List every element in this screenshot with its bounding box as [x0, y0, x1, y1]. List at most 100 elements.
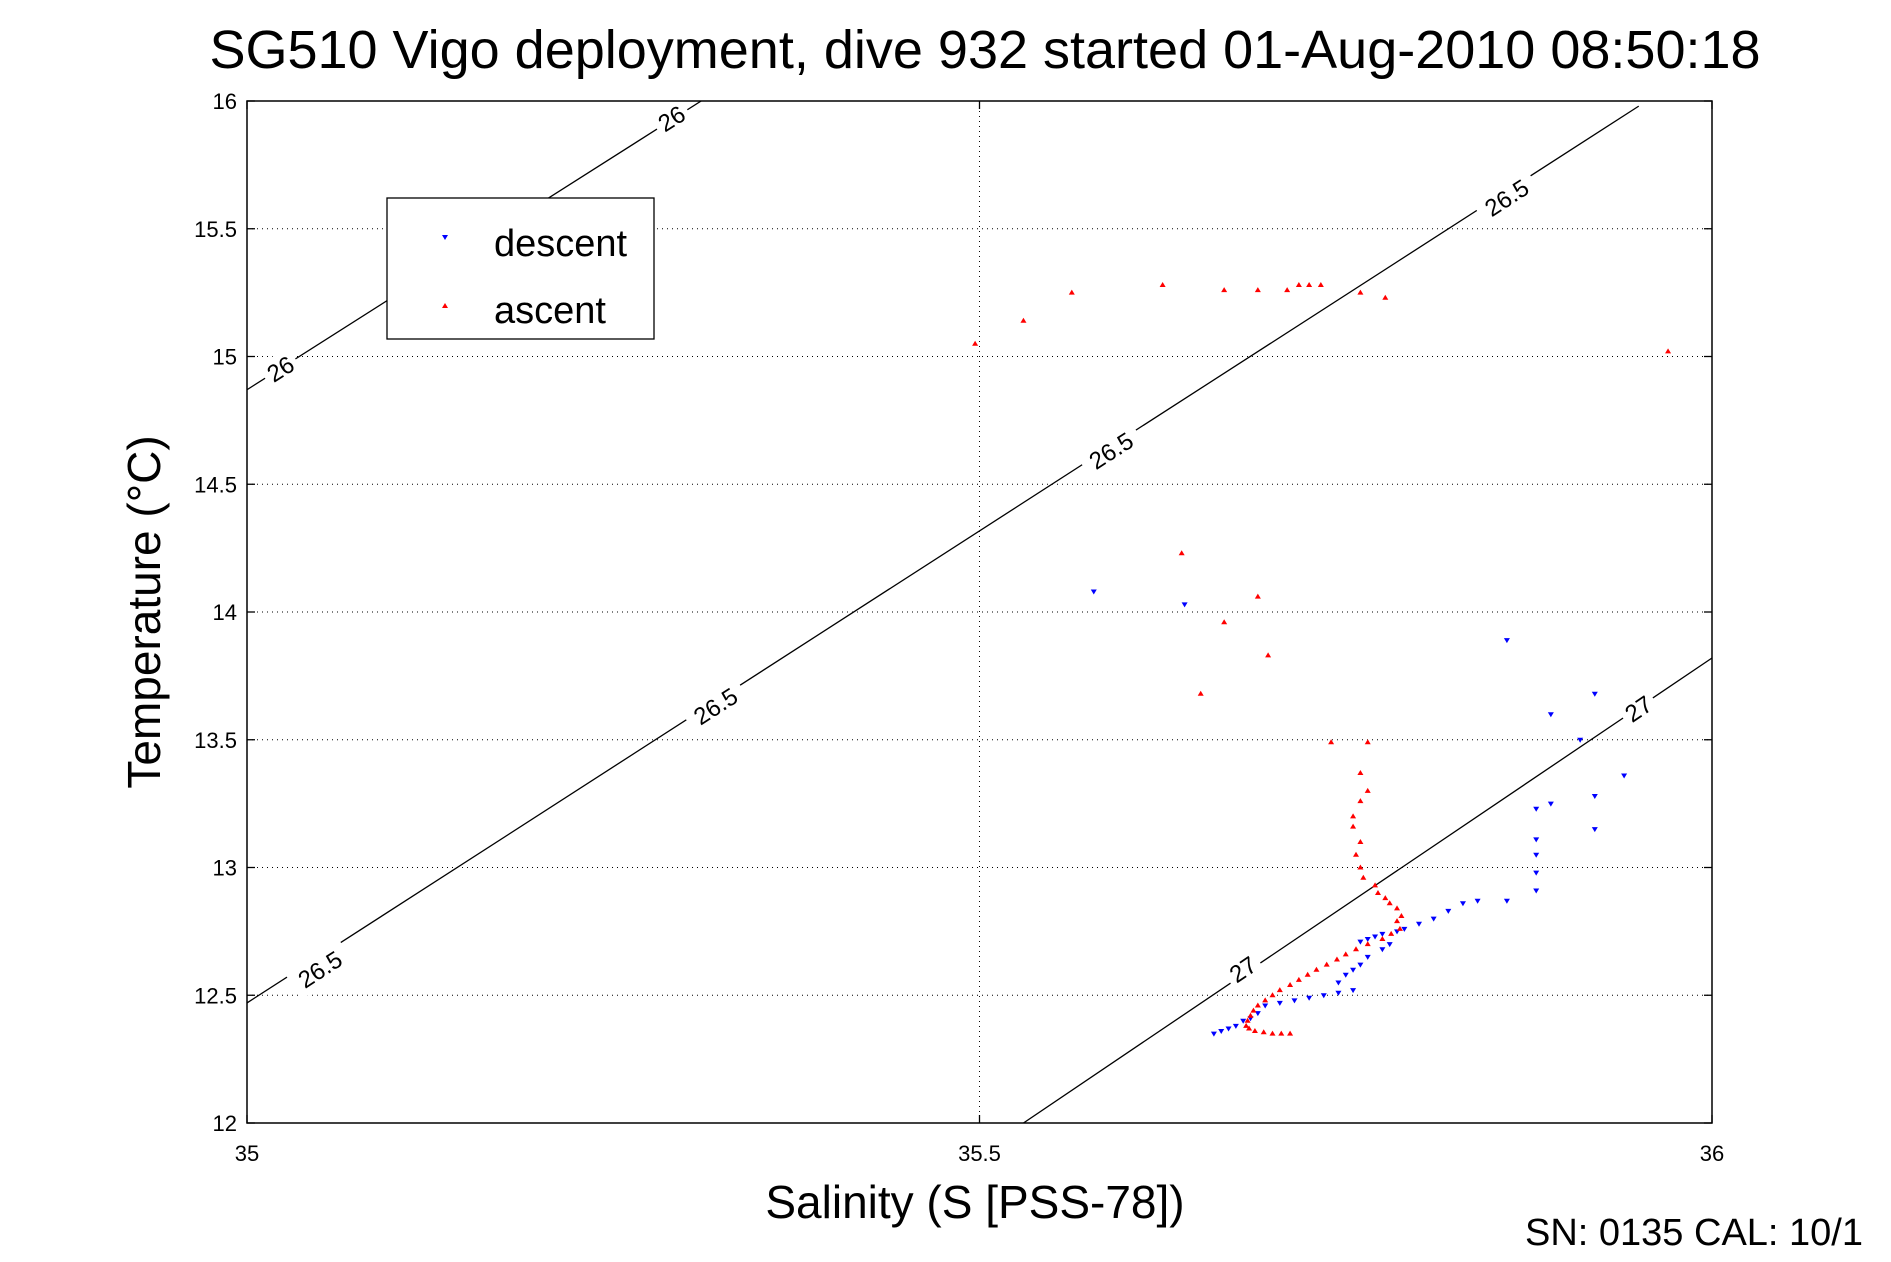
descent-point	[1621, 773, 1628, 779]
descent-point	[1503, 898, 1510, 904]
ascent-point	[1388, 930, 1395, 936]
contour-label-background	[680, 676, 751, 737]
descent-point	[1386, 942, 1393, 948]
descent-point	[1577, 737, 1584, 743]
x-tick-label: 35.5	[958, 1141, 1001, 1166]
descent-point	[1372, 934, 1379, 940]
contour-label-background	[1615, 686, 1663, 732]
descent-point	[1210, 1031, 1217, 1037]
ascent-point	[1247, 1012, 1254, 1018]
descent-point	[1276, 1000, 1283, 1006]
descent-point	[1547, 801, 1554, 807]
legend-descent-marker	[442, 235, 448, 240]
descent-point	[1401, 926, 1408, 932]
descent-point	[1090, 589, 1097, 595]
ascent-point	[1254, 1002, 1261, 1008]
descent-point	[1591, 691, 1598, 697]
x-tick-label: 35	[235, 1141, 259, 1166]
ascent-point	[1382, 294, 1389, 300]
ascent-point	[1306, 281, 1313, 287]
ascent-point	[1333, 956, 1340, 962]
ascent-point	[1364, 941, 1371, 947]
ascent-point	[1323, 961, 1330, 967]
ascent-point	[1197, 690, 1204, 696]
y-tick-label: 14	[213, 600, 237, 625]
descent-point	[1225, 1026, 1232, 1032]
y-axis-label: Temperature (°C)	[118, 435, 170, 788]
data-points	[972, 281, 1672, 1037]
contour-label-background	[1471, 168, 1542, 229]
ascent-point	[1374, 890, 1381, 896]
contour-label: 26.5	[285, 939, 356, 1000]
ascent-point	[1287, 982, 1294, 988]
y-tick-label: 15	[213, 345, 237, 370]
descent-point	[1350, 988, 1357, 994]
contour-label: 26.5	[1076, 421, 1147, 481]
x-axis-label: Salinity (S [PSS-78])	[765, 1176, 1184, 1228]
ascent-point	[1398, 913, 1405, 919]
ascent-point	[1287, 1030, 1294, 1036]
ascent-point	[1246, 1025, 1253, 1031]
y-tick-label: 12.5	[194, 983, 237, 1008]
descent-point	[1430, 916, 1437, 922]
ascent-point	[1328, 739, 1335, 745]
contour-label-background	[257, 346, 304, 392]
descent-point	[1306, 995, 1313, 1001]
ascent-point	[1396, 925, 1403, 931]
ascent-point	[1284, 287, 1291, 293]
descent-point	[1474, 898, 1481, 904]
ascent-point	[1317, 281, 1324, 287]
contour-label: 26	[257, 346, 304, 392]
ascent-point	[1250, 1007, 1257, 1013]
y-tick-label: 14.5	[194, 472, 237, 497]
ascent-point	[1357, 838, 1364, 844]
descent-point	[1291, 998, 1298, 1004]
ascent-point	[1243, 1022, 1250, 1028]
ascent-point	[1357, 798, 1364, 804]
ascent-point	[1262, 997, 1269, 1003]
ascent-point	[1665, 348, 1672, 354]
ascent-point	[1295, 281, 1302, 287]
ascent-point	[1269, 1030, 1276, 1036]
descent-point	[1218, 1029, 1225, 1035]
ascent-point	[1364, 739, 1371, 745]
ascent-point	[1313, 966, 1320, 972]
y-axis-ticks: 12 12.5 13 13.5 14 14.5 15 15.5 16	[194, 89, 1712, 1136]
descent-point	[1232, 1023, 1239, 1029]
ascent-point	[1394, 905, 1401, 911]
descent-point	[1364, 937, 1371, 943]
ascent-point	[1353, 851, 1360, 857]
ascent-point	[1357, 769, 1364, 775]
chart-title: SG510 Vigo deployment, dive 932 started …	[209, 20, 1760, 80]
ascent-point	[1254, 287, 1261, 293]
contour-line-26-5	[247, 105, 1640, 1004]
serial-calibration-footer: SN: 0135 CAL: 10/1	[1525, 1212, 1863, 1254]
ascent-point	[1304, 971, 1311, 977]
legend: descent ascent	[386, 197, 655, 340]
y-tick-label: 13.5	[194, 728, 237, 753]
descent-point	[1533, 870, 1540, 876]
ascent-point	[1068, 289, 1075, 295]
descent-point	[1342, 972, 1349, 978]
descent-point	[1459, 901, 1466, 907]
ascent-point	[1342, 951, 1349, 957]
descent-point	[1240, 1018, 1247, 1024]
ascent-point	[1364, 787, 1371, 793]
ascent-point	[1276, 987, 1283, 993]
descent-point	[1262, 1003, 1269, 1009]
contour-label: 26	[648, 96, 696, 142]
ascent-point	[1360, 874, 1367, 880]
ascent-point	[1386, 900, 1393, 906]
descent-point	[1533, 837, 1540, 843]
ascent-point	[1278, 1030, 1285, 1036]
ascent-point	[1353, 946, 1360, 952]
contour-label-background	[285, 939, 356, 1000]
y-tick-label: 16	[213, 89, 237, 114]
descent-point	[1181, 602, 1188, 608]
y-tick-label: 15.5	[194, 217, 237, 242]
legend-ascent-marker	[442, 303, 448, 308]
contour-label-background	[648, 96, 696, 142]
ascent-point	[1269, 992, 1276, 998]
ascent-point	[1178, 550, 1185, 556]
descent-point	[1591, 827, 1598, 833]
